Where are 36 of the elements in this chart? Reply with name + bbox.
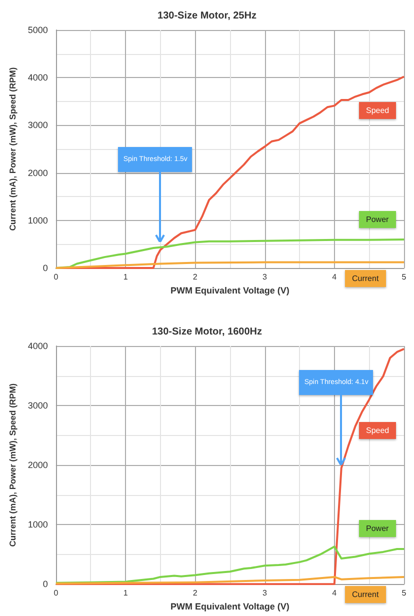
series-label: Speed — [359, 422, 396, 440]
x-tick-label: 3 — [262, 588, 268, 598]
chart-title: 130-Size Motor, 1600Hz — [152, 326, 262, 338]
y-tick-label: 3000 — [28, 120, 48, 130]
y-tick-label: 4000 — [28, 72, 48, 83]
text: Power — [359, 520, 396, 538]
x-axis-title: PWM Equivalent Voltage (V) — [170, 285, 290, 296]
line-series — [54, 348, 405, 586]
y-tick-label: 2000 — [28, 460, 48, 470]
y-tick-label: 3000 — [28, 400, 48, 411]
x-tick-label: 1 — [123, 272, 128, 282]
y-tick-label: 1000 — [28, 215, 48, 226]
series-label: Speed — [359, 102, 396, 120]
x-axis-title: PWM Equivalent Voltage (V) — [170, 602, 290, 612]
series-label: Current — [345, 270, 386, 286]
x-tick-label: 5 — [402, 588, 407, 598]
series-label: Current — [345, 586, 386, 603]
x-tick-label: 5 — [402, 272, 407, 282]
y-tick-label: 1000 — [28, 520, 48, 530]
y-axis-title: Current (mA), Power (mW), Speed (RPM) — [8, 67, 18, 231]
y-tick-label: 0 — [42, 263, 48, 273]
x-tick-label: 3 — [262, 272, 268, 282]
y-axis-title: Current (mA), Power (mW), Speed (RPM) — [8, 383, 18, 547]
y-tick-label: 0 — [42, 579, 48, 590]
y-tick-label: 4000 — [28, 341, 48, 351]
y-tick-label: 5000 — [28, 25, 48, 35]
x-tick-label: 4 — [332, 272, 338, 282]
chart-title: 130-Size Motor, 25Hz — [158, 10, 256, 22]
x-tick-label: 0 — [54, 272, 59, 282]
x-tick-label: 2 — [192, 272, 198, 282]
x-tick-label: 1 — [123, 588, 128, 598]
x-tick-label: 0 — [54, 588, 59, 598]
x-tick-label: 4 — [332, 588, 338, 598]
y-tick-label: 2000 — [28, 168, 48, 178]
x-tick-label: 2 — [192, 588, 198, 598]
series-label: Power — [359, 210, 396, 228]
